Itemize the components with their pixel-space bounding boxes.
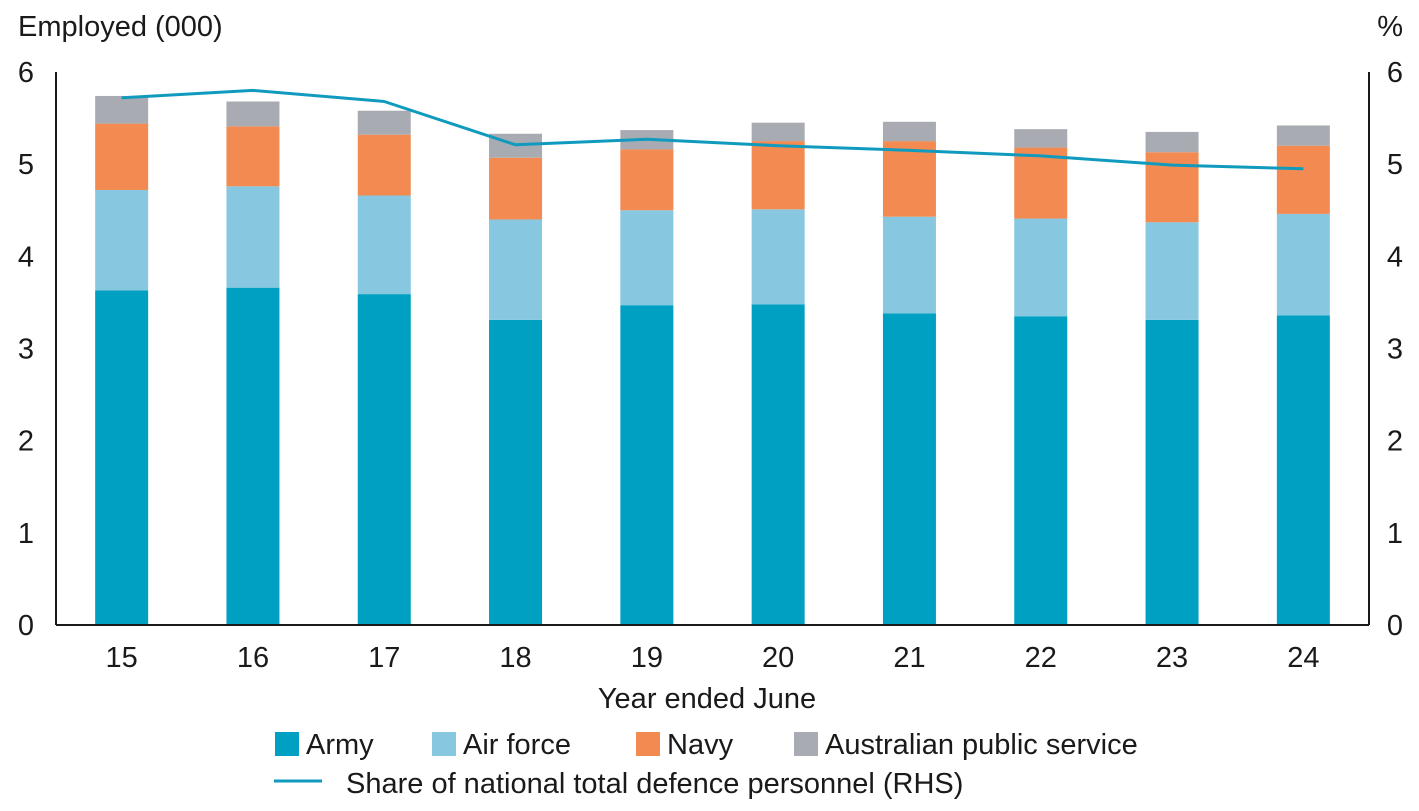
bar-army-21 (883, 313, 936, 625)
bar-australian-public-service-16 (226, 101, 279, 126)
left-tick-label-3: 3 (18, 334, 34, 366)
right-tick-label-3: 3 (1387, 334, 1403, 366)
bar-air-force-23 (1146, 222, 1199, 320)
legend-swatch-australian-public-service (794, 732, 818, 756)
bar-army-22 (1014, 316, 1067, 625)
x-tick-label-23: 23 (1156, 642, 1188, 674)
bar-air-force-17 (358, 196, 411, 295)
bar-army-19 (620, 305, 673, 625)
line-share-of-national-total-defence-personnel (122, 90, 1304, 168)
bar-air-force-18 (489, 219, 542, 319)
bar-air-force-19 (620, 210, 673, 305)
x-tick-label-16: 16 (237, 642, 269, 674)
x-tick-label-19: 19 (631, 642, 663, 674)
x-tick-label-18: 18 (499, 642, 531, 674)
legend-swatch-air-force (432, 732, 456, 756)
bar-navy-15 (95, 124, 148, 190)
x-tick-label-17: 17 (368, 642, 400, 674)
bar-australian-public-service-17 (358, 111, 411, 135)
bars-layer (95, 96, 1330, 625)
bar-army-17 (358, 294, 411, 625)
legend-label-navy: Navy (667, 729, 734, 761)
bar-army-15 (95, 290, 148, 625)
left-tick-label-1: 1 (18, 518, 34, 550)
legend-swatch-army (275, 732, 299, 756)
left-tick-label-4: 4 (18, 241, 34, 273)
right-axis-title: % (1377, 11, 1403, 43)
x-tick-label-15: 15 (106, 642, 138, 674)
right-tick-label-2: 2 (1387, 426, 1403, 458)
bar-australian-public-service-21 (883, 122, 936, 141)
left-axis-title: Employed (000) (18, 11, 223, 43)
bar-air-force-15 (95, 190, 148, 290)
bar-air-force-16 (226, 186, 279, 287)
bar-navy-20 (752, 141, 805, 209)
right-tick-label-0: 0 (1387, 610, 1403, 642)
bar-army-24 (1277, 315, 1330, 625)
legend-swatch-navy (636, 732, 660, 756)
bar-navy-16 (226, 126, 279, 186)
bar-army-23 (1146, 320, 1199, 625)
bar-army-18 (489, 320, 542, 625)
left-tick-label-0: 0 (18, 610, 34, 642)
x-tick-label-22: 22 (1025, 642, 1057, 674)
legend-label-army: Army (306, 729, 374, 761)
bar-army-20 (752, 304, 805, 625)
x-tick-label-21: 21 (893, 642, 925, 674)
bar-australian-public-service-22 (1014, 129, 1067, 147)
bar-air-force-22 (1014, 219, 1067, 317)
bar-australian-public-service-15 (95, 96, 148, 124)
bar-navy-17 (358, 135, 411, 196)
bar-air-force-21 (883, 217, 936, 314)
x-tick-label-20: 20 (762, 642, 794, 674)
bar-navy-19 (620, 149, 673, 210)
bar-australian-public-service-23 (1146, 132, 1199, 152)
left-tick-label-2: 2 (18, 426, 34, 458)
legend-label-air-force: Air force (463, 729, 571, 761)
right-tick-label-4: 4 (1387, 241, 1403, 273)
left-tick-label-5: 5 (18, 149, 34, 181)
legend-label-share: Share of national total defence personne… (346, 768, 963, 800)
legend-label-australian-public-service: Australian public service (825, 729, 1138, 761)
bar-australian-public-service-24 (1277, 125, 1330, 145)
right-tick-label-1: 1 (1387, 518, 1403, 550)
bar-navy-24 (1277, 146, 1330, 214)
bar-air-force-20 (752, 209, 805, 304)
line-layer (122, 90, 1304, 169)
legend: Army Air force Navy Australian public servi… (274, 729, 1138, 800)
right-tick-label-5: 5 (1387, 149, 1403, 181)
left-tick-label-6: 6 (18, 57, 34, 89)
right-tick-label-6: 6 (1387, 57, 1403, 89)
x-tick-label-24: 24 (1287, 642, 1319, 674)
bar-air-force-24 (1277, 214, 1330, 315)
bar-navy-18 (489, 158, 542, 220)
bar-army-16 (226, 288, 279, 625)
x-axis-title: Year ended June (598, 683, 816, 715)
bar-australian-public-service-20 (752, 123, 805, 141)
